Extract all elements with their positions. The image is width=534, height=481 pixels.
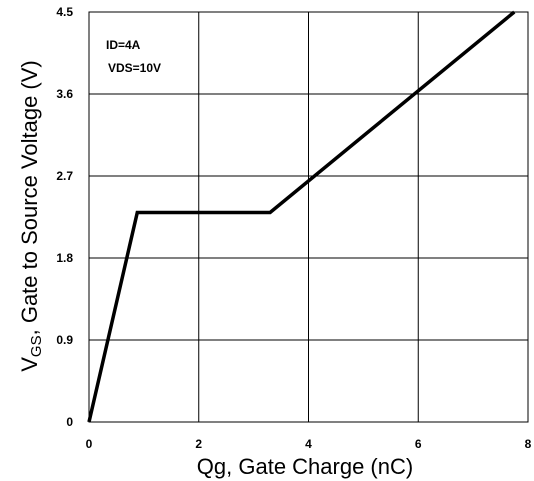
x-axis-title: Qg, Gate Charge (nC) bbox=[197, 454, 413, 479]
x-tick-label: 6 bbox=[415, 437, 422, 451]
y-tick-label: 0.9 bbox=[56, 333, 73, 347]
vgs-curve bbox=[87, 10, 516, 423]
y-tick-label: 3.6 bbox=[56, 87, 73, 101]
y-tick-label: 1.8 bbox=[56, 251, 73, 265]
x-tick-label: 8 bbox=[525, 437, 532, 451]
annotation-vds: VDS=10V bbox=[108, 61, 161, 75]
plot-frame bbox=[88, 11, 529, 423]
x-tick-label: 4 bbox=[305, 437, 312, 451]
y-axis-title-prefix: V bbox=[17, 357, 42, 372]
y-tick-label: 0 bbox=[66, 415, 73, 429]
series-group bbox=[87, 10, 516, 423]
y-axis-title-subscript: GS bbox=[28, 335, 45, 357]
y-axis-title-suffix: , Gate to Source Voltage (V) bbox=[17, 60, 42, 335]
y-tick-label: 2.7 bbox=[56, 169, 73, 183]
y-tick-label: 4.5 bbox=[56, 5, 73, 19]
x-tick-labels: 0 2 4 6 8 bbox=[86, 437, 532, 451]
annotation-id: ID=4A bbox=[106, 38, 141, 52]
x-tick-label: 0 bbox=[86, 437, 93, 451]
x-tick-label: 2 bbox=[195, 437, 202, 451]
y-tick-labels: 0 0.9 1.8 2.7 3.6 4.5 bbox=[56, 5, 73, 429]
y-axis-title: VGS, Gate to Source Voltage (V) bbox=[17, 60, 45, 372]
